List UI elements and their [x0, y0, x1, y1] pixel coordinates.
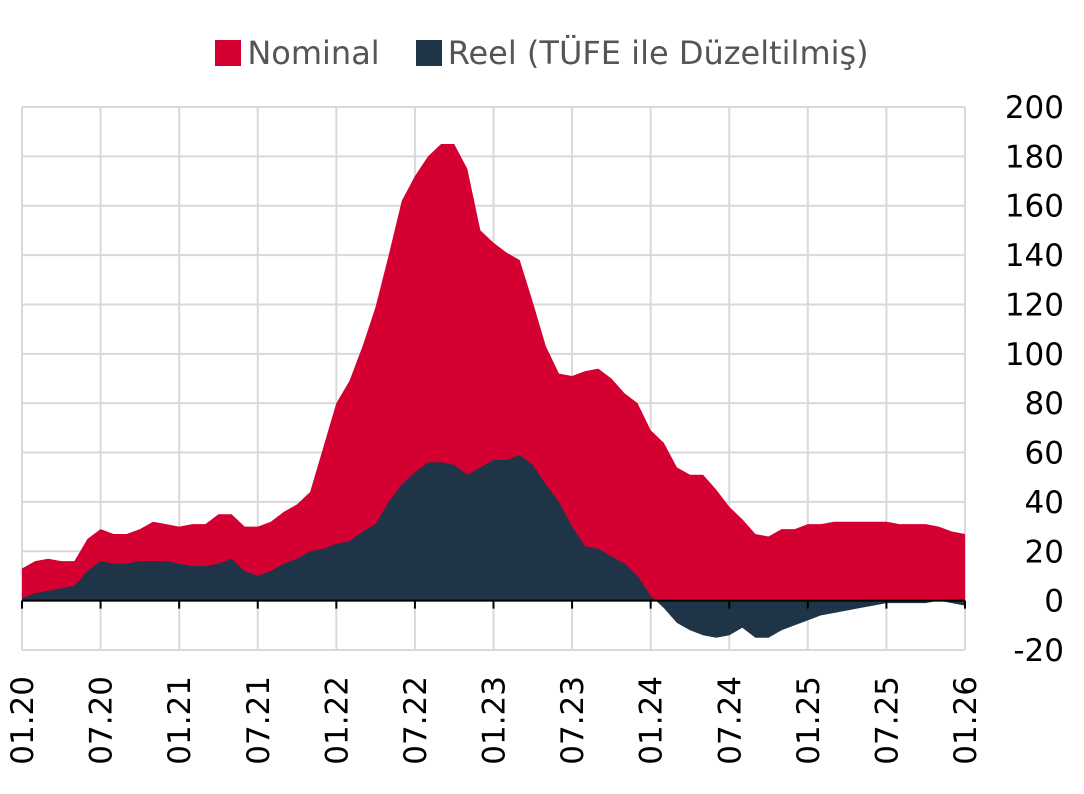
- legend-swatch-reel: [415, 40, 442, 66]
- x-tick-label: 01.24: [634, 676, 670, 765]
- axis-layer: [21, 599, 966, 609]
- legend-label-nominal: Nominal: [247, 34, 380, 72]
- legend-item-reel: Reel (TÜFE ile Düzeltilmiş): [415, 34, 869, 72]
- x-tick-label: 01.25: [791, 676, 827, 765]
- y-tick-label: 100: [1005, 337, 1064, 373]
- y-tick-label: 120: [1005, 287, 1064, 323]
- x-tick-label: 07.22: [398, 676, 434, 765]
- x-tick-label: 07.20: [84, 676, 120, 765]
- series-layer: [22, 144, 965, 638]
- y-tick-label: 40: [1025, 485, 1064, 521]
- series-area-nominal: [22, 144, 965, 601]
- y-tick-label: 20: [1025, 534, 1064, 570]
- x-tick-label: 07.24: [712, 676, 748, 765]
- y-tick-label: 160: [1005, 189, 1064, 225]
- x-tick-label: 01.23: [477, 676, 513, 765]
- legend-item-nominal: Nominal: [215, 34, 380, 72]
- x-tick-label: 07.21: [241, 676, 277, 765]
- y-tick-label: 180: [1005, 139, 1064, 175]
- legend-label-reel: Reel (TÜFE ile Düzeltilmiş): [447, 34, 869, 72]
- chart-legend: Nominal Reel (TÜFE ile Düzeltilmiş): [0, 34, 1084, 72]
- x-tick-label: 01.22: [319, 676, 355, 765]
- y-tick-label: 200: [1005, 90, 1064, 126]
- y-tick-label: 60: [1025, 436, 1064, 472]
- x-tick-label: 07.23: [555, 676, 591, 765]
- x-tick-label: 01.21: [162, 676, 198, 765]
- x-tick-label: 01.20: [5, 676, 41, 765]
- x-tick-label: 01.26: [948, 676, 984, 765]
- y-tick-label: 80: [1025, 386, 1064, 422]
- legend-swatch-nominal: [215, 40, 242, 66]
- y-tick-label: 140: [1005, 238, 1064, 274]
- y-tick-label: 0: [1044, 584, 1064, 620]
- series-area-reel: [22, 455, 965, 638]
- x-tick-label: 07.25: [869, 676, 905, 765]
- y-tick-label: -20: [1013, 633, 1064, 669]
